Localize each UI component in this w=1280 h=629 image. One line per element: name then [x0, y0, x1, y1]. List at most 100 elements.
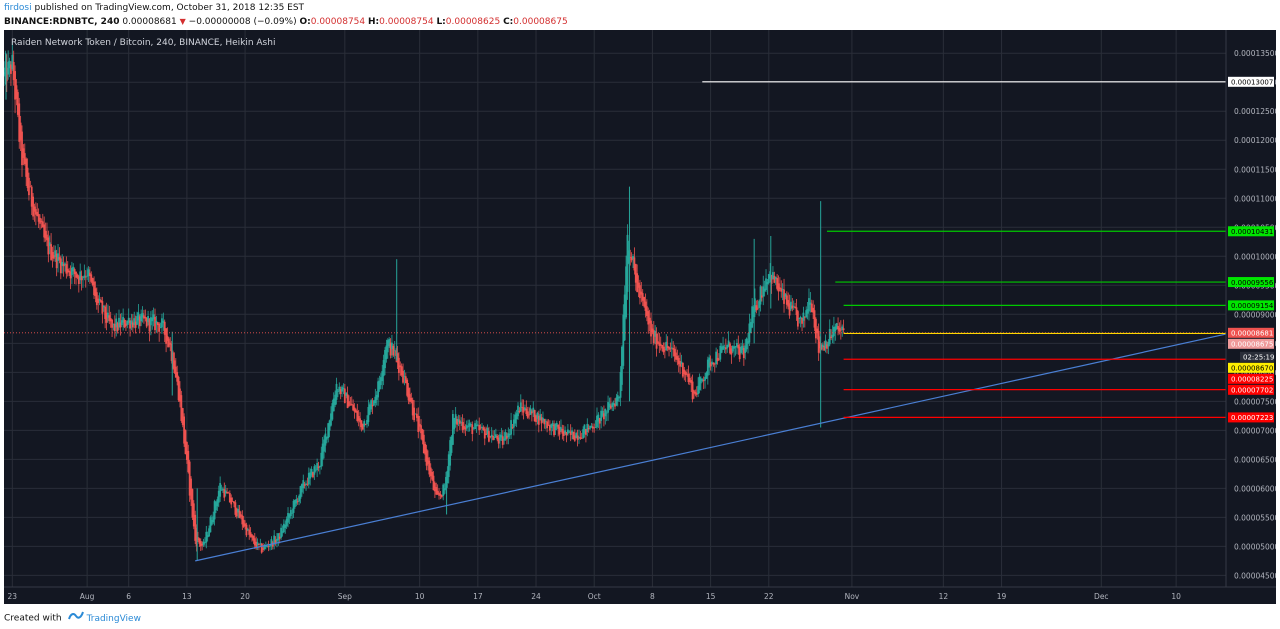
candle-body — [68, 270, 71, 273]
candle-body — [673, 348, 676, 357]
candle-body — [152, 314, 155, 320]
candle-body — [72, 266, 75, 272]
candle-body — [411, 399, 414, 416]
candle-body — [557, 424, 560, 429]
candle-body — [91, 278, 94, 285]
price-badge-yellow — [1228, 362, 1274, 373]
candle-body — [271, 542, 274, 547]
candle-body — [766, 282, 769, 285]
candle-body — [208, 528, 210, 537]
candle-body — [458, 420, 461, 424]
candle-body — [803, 316, 806, 318]
candle-body — [287, 512, 289, 523]
candle-body — [506, 435, 508, 439]
candle-body — [352, 404, 355, 411]
candle-body — [759, 286, 762, 305]
candle-body — [590, 425, 593, 428]
candle-body — [476, 424, 479, 426]
price-badge-label: 0.00013007 — [1231, 79, 1273, 87]
y-tick-label: 0.00011000 — [1234, 194, 1276, 203]
candle-body — [533, 410, 536, 422]
candle-body — [15, 85, 18, 99]
candle-body — [740, 347, 742, 353]
trendline — [195, 333, 1227, 562]
candle-body — [277, 533, 280, 541]
candle-body — [777, 283, 780, 292]
candle-body — [317, 466, 320, 468]
open-label: O: — [299, 17, 311, 27]
candle-body — [288, 514, 291, 518]
candle-body — [465, 425, 468, 429]
price-badge-label: 0.00009556 — [1231, 279, 1274, 287]
candle-body — [795, 307, 798, 315]
candle-body — [183, 416, 186, 444]
candle-body — [39, 217, 41, 224]
candle-body — [323, 439, 325, 452]
y-tick-label: 0.00011500 — [1234, 165, 1276, 174]
y-tick-label: 0.00005000 — [1234, 542, 1276, 551]
candle-body — [676, 356, 679, 360]
candle-body — [820, 345, 823, 350]
candle-body — [785, 295, 788, 305]
candle-body — [554, 423, 557, 430]
candle-body — [496, 435, 499, 440]
candle-body — [263, 545, 266, 550]
candle-body — [514, 414, 517, 424]
symbol-label: BINANCE:RDNBTC, 240 — [4, 17, 120, 27]
candle-body — [507, 433, 510, 438]
candle-body — [194, 514, 197, 541]
candle-body — [238, 510, 241, 518]
tradingview-link[interactable]: TradingView — [86, 613, 141, 624]
candle-body — [282, 523, 285, 532]
candle-body — [118, 317, 120, 328]
candle-body — [234, 502, 237, 515]
candle-body — [543, 419, 546, 425]
candle-body — [367, 406, 370, 423]
price-chart[interactable]: 0.000135000.000130000.000125000.00012000… — [4, 30, 1276, 604]
candle-body — [237, 508, 240, 513]
candle-body — [790, 301, 792, 310]
candle-body — [569, 431, 572, 435]
candle-body — [312, 472, 314, 478]
publish-text: published on TradingView.com, October 31… — [31, 3, 305, 13]
author-link[interactable]: firdosi — [4, 3, 32, 13]
candle-body — [778, 287, 781, 290]
candle-body — [652, 330, 655, 344]
candle-body — [683, 369, 686, 374]
candle-body — [36, 211, 39, 217]
candle-body — [101, 301, 104, 314]
candle-body — [589, 425, 591, 429]
candle-body — [361, 423, 364, 430]
candle-body — [553, 424, 555, 436]
candle-body — [824, 340, 827, 349]
candle-body — [460, 421, 463, 423]
candle-body — [255, 541, 258, 549]
candle-body — [456, 418, 458, 425]
candle-body — [519, 402, 522, 412]
candle-body — [230, 497, 233, 505]
candle-body — [530, 411, 533, 414]
candle-body — [433, 482, 436, 492]
candle-body — [724, 347, 727, 350]
candle-body — [259, 543, 262, 545]
candle-body — [729, 343, 731, 354]
candle-body — [137, 312, 140, 321]
low-value: 0.00008625 — [445, 17, 501, 27]
candle-body — [681, 362, 684, 377]
y-tick-label: 0.00012500 — [1234, 107, 1276, 116]
candle-body — [353, 407, 356, 412]
candle-body — [371, 404, 374, 407]
candle-body — [187, 451, 190, 473]
chart-panel[interactable]: 0.000135000.000130000.000125000.00012000… — [4, 30, 1276, 604]
tradingview-logo-icon[interactable] — [67, 611, 84, 625]
candle-body — [310, 468, 313, 476]
candle-body — [679, 361, 682, 367]
candle-body — [454, 414, 457, 424]
candle-body — [522, 407, 525, 413]
price-badge-label: 0.00008681 — [1231, 330, 1273, 338]
candle-body — [467, 426, 470, 428]
candle-body — [270, 539, 273, 546]
candle-body — [122, 317, 125, 323]
candle-body — [397, 357, 400, 373]
candle-body — [7, 61, 10, 75]
